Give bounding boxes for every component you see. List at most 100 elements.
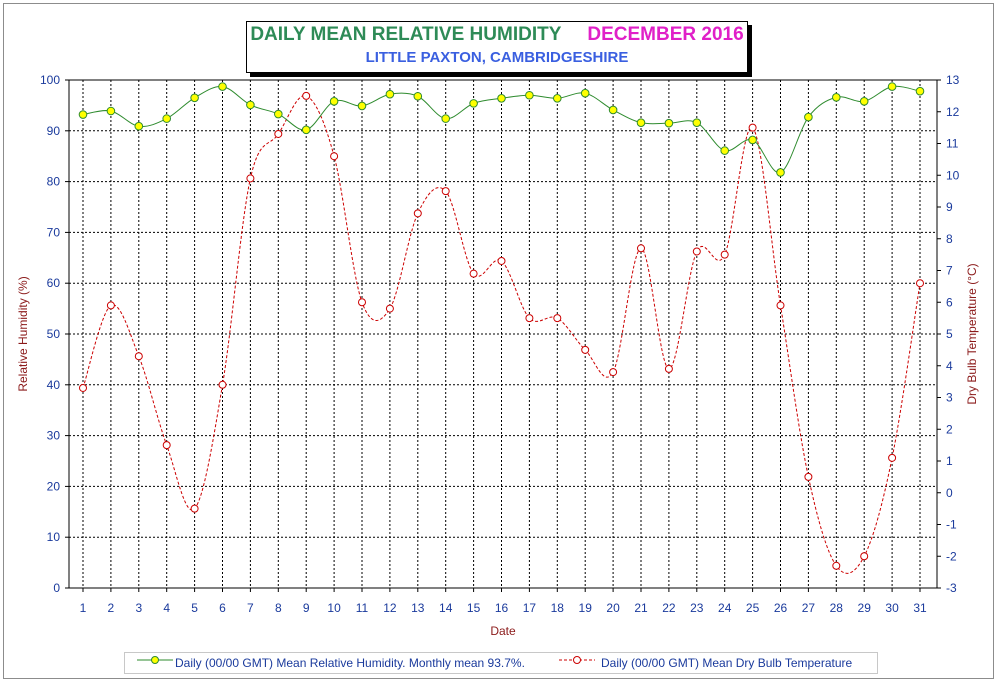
x-axis-title: Date <box>490 624 516 638</box>
humidity-point <box>274 109 283 119</box>
legend-temperature-symbol <box>559 656 595 664</box>
temperature-point <box>525 314 534 323</box>
y2-tick-label: 1 <box>946 454 953 468</box>
humidity-point <box>525 90 534 100</box>
temperature-point <box>358 298 366 307</box>
humidity-point <box>553 93 562 103</box>
y2-tick-label: -1 <box>946 518 957 532</box>
humidity-point <box>134 121 144 131</box>
y2-tick-label: 12 <box>946 105 960 119</box>
y-tick-label: 100 <box>40 73 60 87</box>
humidity-point <box>887 82 897 91</box>
humidity-point <box>385 89 395 99</box>
temperature-point <box>190 504 199 513</box>
temperature-point <box>860 552 869 561</box>
humidity-point <box>832 92 841 102</box>
x-tick-label: 23 <box>690 601 704 615</box>
legend-humidity-label: Daily (00/00 GMT) Mean Relative Humidity… <box>175 656 525 670</box>
legend-temperature-label: Daily (00/00 GMT) Mean Dry Bulb Temperat… <box>601 656 853 670</box>
temperature-point <box>441 187 450 196</box>
temperature-point <box>134 352 143 361</box>
y-tick-label: 20 <box>47 479 61 493</box>
x-tick-label: 19 <box>579 601 593 615</box>
y2-tick-label: 8 <box>946 232 953 246</box>
humidity-point <box>246 100 255 110</box>
temperature-point <box>804 472 813 481</box>
humidity-point <box>664 118 674 128</box>
temperature-point <box>553 314 562 323</box>
y2-tick-label: -2 <box>946 549 957 563</box>
humidity-point <box>636 118 646 127</box>
temperature-point <box>609 368 618 377</box>
temperature-point <box>302 91 311 100</box>
y-axis-ticks: 0 10 20 30 40 50 60 70 80 90 100 <box>40 73 69 595</box>
humidity-point <box>608 105 618 115</box>
y-tick-label: 40 <box>47 378 61 392</box>
temperature-point <box>581 345 590 354</box>
y2-tick-label: 7 <box>946 264 953 278</box>
humidity-point <box>357 101 367 111</box>
temperature-point <box>832 561 841 570</box>
humidity-point <box>915 86 925 96</box>
humidity-point <box>720 146 730 155</box>
temperature-point <box>692 247 701 256</box>
chart-title: DAILY MEAN RELATIVE HUMIDITY DECEMBER 201… <box>247 24 747 46</box>
y-tick-label: 50 <box>47 327 61 341</box>
humidity-point <box>497 93 506 103</box>
grid <box>69 80 937 588</box>
y-tick-label: 10 <box>47 530 61 544</box>
x-tick-label: 14 <box>439 601 453 615</box>
temperature-point <box>330 152 339 161</box>
x-tick-label: 28 <box>830 601 844 615</box>
x-tick-label: 29 <box>858 601 872 615</box>
y2-tick-label: 5 <box>946 327 953 341</box>
humidity-point <box>78 110 88 119</box>
chart-frame <box>3 3 994 679</box>
humidity-point <box>301 125 311 135</box>
x-tick-label: 15 <box>467 601 481 615</box>
y2-tick-label: 9 <box>946 200 953 214</box>
y2-tick-label: 2 <box>946 422 953 436</box>
temperature-point <box>79 383 87 392</box>
temperature-point <box>888 453 897 462</box>
x-tick-label: 27 <box>802 601 816 615</box>
temperature-point <box>246 174 255 183</box>
title-box: DAILY MEAN RELATIVE HUMIDITY DECEMBER 201… <box>246 21 748 73</box>
x-tick-label: 3 <box>135 601 142 615</box>
humidity-point <box>441 114 451 123</box>
temperature-point <box>469 269 478 278</box>
temperature-point <box>385 304 394 313</box>
temperature-point <box>106 301 115 310</box>
x-tick-label: 26 <box>774 601 788 615</box>
legend: Daily (00/00 GMT) Mean Relative Humidity… <box>124 652 878 674</box>
temperature-point <box>664 364 673 373</box>
temperature-point <box>413 209 422 218</box>
humidity-point <box>804 112 813 122</box>
humidity-point <box>776 168 785 177</box>
chart-subtitle: LITTLE PAXTON, CAMBRIDGESHIRE <box>365 49 629 66</box>
temperature-point <box>274 129 283 138</box>
x-tick-label: 22 <box>662 601 676 615</box>
y2-tick-label: -3 <box>946 581 957 595</box>
x-tick-label: 5 <box>191 601 198 615</box>
y2-axis-title: Dry Bulb Temperature (°C) <box>965 263 979 404</box>
title-text: DAILY MEAN RELATIVE HUMIDITY <box>250 24 562 45</box>
y-tick-label: 0 <box>53 581 60 595</box>
humidity-point <box>692 118 702 127</box>
temperature-point <box>497 256 506 265</box>
humidity-point <box>329 97 339 106</box>
humidity-point <box>218 82 227 91</box>
title-month: DECEMBER 2016 <box>587 24 744 45</box>
temperature-point <box>776 301 785 310</box>
humidity-point <box>469 99 478 108</box>
y-tick-label: 70 <box>47 225 61 239</box>
temperature-point <box>218 380 227 389</box>
x-tick-label: 9 <box>303 601 310 615</box>
x-tick-label: 8 <box>275 601 282 615</box>
x-tick-label: 6 <box>219 601 226 615</box>
humidity-point <box>162 114 171 123</box>
x-tick-label: 16 <box>495 601 509 615</box>
temperature-point <box>916 279 924 288</box>
temperature-point <box>637 244 645 253</box>
